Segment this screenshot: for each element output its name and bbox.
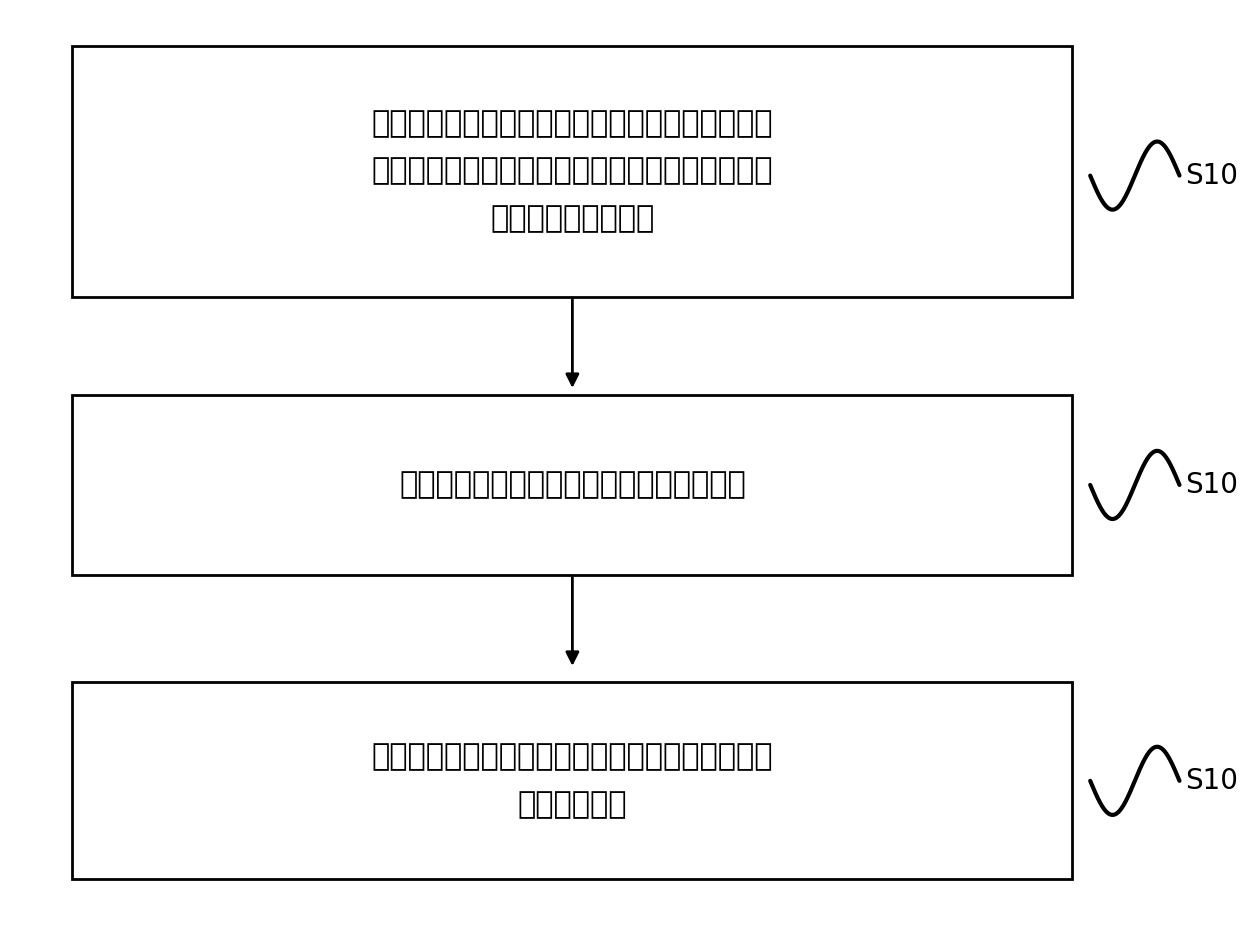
FancyBboxPatch shape bbox=[72, 46, 1073, 297]
Text: 根据第一回滚段的使用情况，将第一回滚段存储至
对应的列表中: 根据第一回滚段的使用情况，将第一回滚段存储至 对应的列表中 bbox=[372, 743, 773, 819]
Text: S103: S103 bbox=[1185, 767, 1240, 795]
Text: 针对第一事务，记录第一回滚段的使用情况: 针对第一事务，记录第一回滚段的使用情况 bbox=[399, 471, 745, 500]
Text: S101: S101 bbox=[1185, 162, 1240, 190]
Text: 当数据库系统接收到第一事务时，在数据库系统的
各个列表所存储的各个回滚段中，确定分配于该第
一事务的第一回滚段: 当数据库系统接收到第一事务时，在数据库系统的 各个列表所存储的各个回滚段中，确定… bbox=[372, 109, 773, 233]
Text: S102: S102 bbox=[1185, 471, 1240, 499]
FancyBboxPatch shape bbox=[72, 395, 1073, 574]
FancyBboxPatch shape bbox=[72, 682, 1073, 880]
